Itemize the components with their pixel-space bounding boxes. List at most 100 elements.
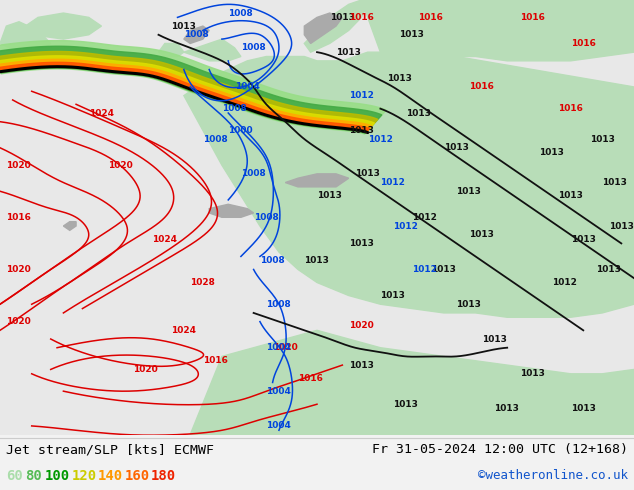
Text: 1016: 1016 bbox=[469, 82, 494, 92]
Text: 1008: 1008 bbox=[260, 256, 285, 265]
Polygon shape bbox=[25, 13, 101, 39]
Text: 1013: 1013 bbox=[393, 400, 418, 409]
Polygon shape bbox=[209, 204, 254, 217]
Text: 1028: 1028 bbox=[190, 278, 215, 287]
Text: 1013: 1013 bbox=[495, 404, 519, 413]
Text: 1013: 1013 bbox=[349, 361, 373, 369]
Polygon shape bbox=[0, 59, 372, 131]
Text: 1012: 1012 bbox=[412, 265, 437, 274]
Text: 1016: 1016 bbox=[6, 213, 31, 222]
Text: 60: 60 bbox=[6, 469, 23, 483]
Polygon shape bbox=[0, 46, 382, 133]
Text: 80: 80 bbox=[25, 469, 42, 483]
Text: 1008: 1008 bbox=[254, 213, 278, 222]
Polygon shape bbox=[158, 44, 184, 56]
Polygon shape bbox=[0, 22, 51, 52]
Text: 1013: 1013 bbox=[330, 13, 354, 22]
Text: 1008: 1008 bbox=[241, 43, 266, 52]
Text: 1013: 1013 bbox=[469, 230, 494, 239]
Text: 1008: 1008 bbox=[241, 170, 266, 178]
Text: 1008: 1008 bbox=[228, 8, 253, 18]
Text: 1012: 1012 bbox=[349, 91, 373, 100]
Text: 1012: 1012 bbox=[393, 221, 418, 230]
Text: 1024: 1024 bbox=[89, 108, 113, 118]
Text: 1013: 1013 bbox=[380, 291, 405, 300]
Text: 1013: 1013 bbox=[571, 404, 595, 413]
Text: Fr 31-05-2024 12:00 UTC (12+168): Fr 31-05-2024 12:00 UTC (12+168) bbox=[372, 443, 628, 456]
Text: 1012: 1012 bbox=[380, 178, 405, 187]
Text: 1008: 1008 bbox=[266, 300, 291, 309]
Text: 1013: 1013 bbox=[590, 135, 614, 144]
Text: ©weatheronline.co.uk: ©weatheronline.co.uk bbox=[478, 469, 628, 483]
Polygon shape bbox=[304, 13, 342, 44]
Text: 1020: 1020 bbox=[6, 265, 31, 274]
Polygon shape bbox=[304, 0, 368, 52]
Text: 1020: 1020 bbox=[108, 161, 133, 170]
Text: 1016: 1016 bbox=[298, 374, 323, 383]
Text: 1013: 1013 bbox=[317, 191, 342, 200]
Text: 1008: 1008 bbox=[222, 104, 247, 113]
Text: 1016: 1016 bbox=[520, 13, 545, 22]
Text: 1013: 1013 bbox=[456, 187, 481, 196]
Text: 1004: 1004 bbox=[266, 343, 291, 352]
Text: 180: 180 bbox=[151, 469, 176, 483]
Text: 1013: 1013 bbox=[355, 170, 380, 178]
Text: 1016: 1016 bbox=[418, 13, 443, 22]
Text: 160: 160 bbox=[125, 469, 150, 483]
Text: 1016: 1016 bbox=[203, 356, 228, 365]
Polygon shape bbox=[184, 52, 634, 318]
Text: 1004: 1004 bbox=[235, 82, 259, 92]
Text: 100: 100 bbox=[45, 469, 70, 483]
Text: 1020: 1020 bbox=[6, 317, 31, 326]
Text: 1013: 1013 bbox=[349, 239, 373, 248]
Text: 1013: 1013 bbox=[336, 48, 361, 57]
Polygon shape bbox=[285, 174, 349, 187]
Text: 1012: 1012 bbox=[368, 135, 392, 144]
Text: 1008: 1008 bbox=[184, 30, 209, 39]
Polygon shape bbox=[361, 0, 634, 61]
Text: 1013: 1013 bbox=[596, 265, 621, 274]
Text: 1013: 1013 bbox=[399, 30, 424, 39]
Text: 1013: 1013 bbox=[431, 265, 456, 274]
Text: 1013: 1013 bbox=[444, 143, 469, 152]
Text: 1013: 1013 bbox=[558, 191, 583, 200]
Polygon shape bbox=[184, 26, 209, 44]
Text: 1013: 1013 bbox=[171, 22, 196, 30]
Text: 1013: 1013 bbox=[609, 221, 633, 230]
Text: 1016: 1016 bbox=[558, 104, 583, 113]
Text: 1013: 1013 bbox=[539, 147, 564, 157]
Text: 1013: 1013 bbox=[387, 74, 411, 83]
Text: 1004: 1004 bbox=[266, 387, 291, 395]
Polygon shape bbox=[63, 221, 76, 230]
Text: 1013: 1013 bbox=[482, 335, 507, 343]
Text: 120: 120 bbox=[72, 469, 96, 483]
Text: 1020: 1020 bbox=[6, 161, 31, 170]
Polygon shape bbox=[190, 330, 634, 435]
Polygon shape bbox=[0, 56, 375, 132]
Text: 1012: 1012 bbox=[552, 278, 576, 287]
Text: 1013: 1013 bbox=[349, 126, 373, 135]
Text: 1013: 1013 bbox=[304, 256, 329, 265]
Text: 1004: 1004 bbox=[266, 421, 291, 430]
Text: 1008: 1008 bbox=[203, 135, 228, 144]
Text: 1013: 1013 bbox=[520, 369, 545, 378]
Polygon shape bbox=[0, 62, 370, 131]
Text: 1013: 1013 bbox=[571, 235, 595, 244]
Text: 1013: 1013 bbox=[406, 108, 430, 118]
Text: 1024: 1024 bbox=[171, 326, 196, 335]
Text: 1020: 1020 bbox=[273, 343, 297, 352]
Text: 1020: 1020 bbox=[133, 365, 158, 374]
Text: Jet stream/SLP [kts] ECMWF: Jet stream/SLP [kts] ECMWF bbox=[6, 443, 214, 456]
Text: 1012: 1012 bbox=[412, 213, 437, 222]
Text: 1013: 1013 bbox=[602, 178, 627, 187]
Polygon shape bbox=[0, 41, 386, 134]
Text: 1013: 1013 bbox=[456, 300, 481, 309]
Polygon shape bbox=[184, 39, 241, 61]
Text: 1016: 1016 bbox=[349, 13, 373, 22]
Text: 1000: 1000 bbox=[228, 126, 253, 135]
Polygon shape bbox=[0, 51, 378, 133]
Text: 1016: 1016 bbox=[571, 39, 595, 48]
Text: 1024: 1024 bbox=[152, 235, 177, 244]
Text: 1020: 1020 bbox=[349, 321, 373, 330]
Text: 140: 140 bbox=[98, 469, 123, 483]
